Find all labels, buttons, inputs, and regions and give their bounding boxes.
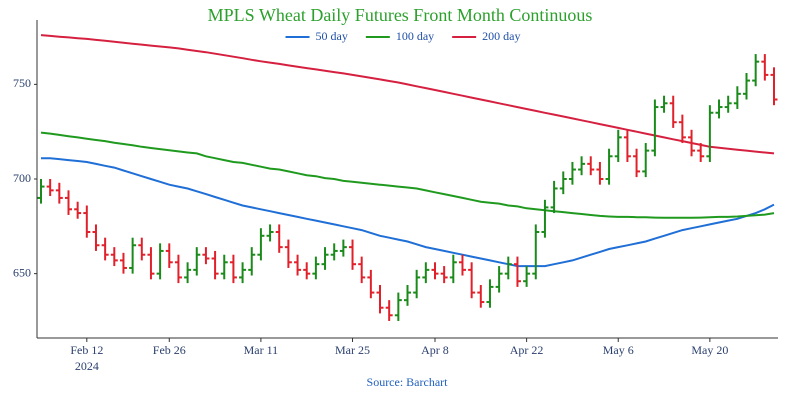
x-tick-label: Feb 26 (153, 343, 186, 357)
ma-line (41, 157, 775, 268)
x-tick-label: Feb 12 (70, 343, 103, 357)
chart-title: MPLS Wheat Daily Futures Front Month Con… (208, 5, 593, 25)
x-tick-sublabel: 2024 (75, 359, 99, 373)
ma-line (40, 34, 775, 155)
y-tick-label: 750 (13, 76, 31, 90)
x-tick-label: Apr 8 (421, 343, 449, 357)
x-tick-label: May 6 (603, 343, 634, 357)
legend-label: 50 day (316, 29, 348, 43)
x-tick-label: May 20 (691, 343, 728, 357)
x-tick-label: Apr 22 (510, 343, 544, 357)
ma-line (40, 131, 775, 219)
source-note: Source: Barchart (367, 375, 449, 389)
x-tick-label: Mar 25 (335, 343, 370, 357)
legend-label: 100 day (396, 29, 434, 43)
y-tick-label: 700 (13, 171, 31, 185)
x-tick-label: Mar 11 (244, 343, 279, 357)
legend-label: 200 day (482, 29, 520, 43)
y-tick-label: 650 (13, 265, 31, 279)
